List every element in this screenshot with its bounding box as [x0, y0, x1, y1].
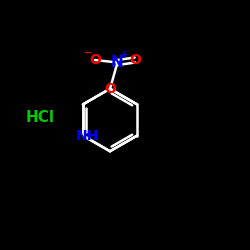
Text: O: O — [129, 53, 141, 67]
Text: O: O — [104, 82, 116, 96]
Text: N: N — [111, 55, 124, 70]
Text: O: O — [89, 53, 101, 67]
Text: +: + — [120, 50, 128, 60]
Text: NH: NH — [76, 128, 99, 142]
Text: −: − — [84, 48, 92, 58]
Text: HCl: HCl — [26, 110, 54, 125]
